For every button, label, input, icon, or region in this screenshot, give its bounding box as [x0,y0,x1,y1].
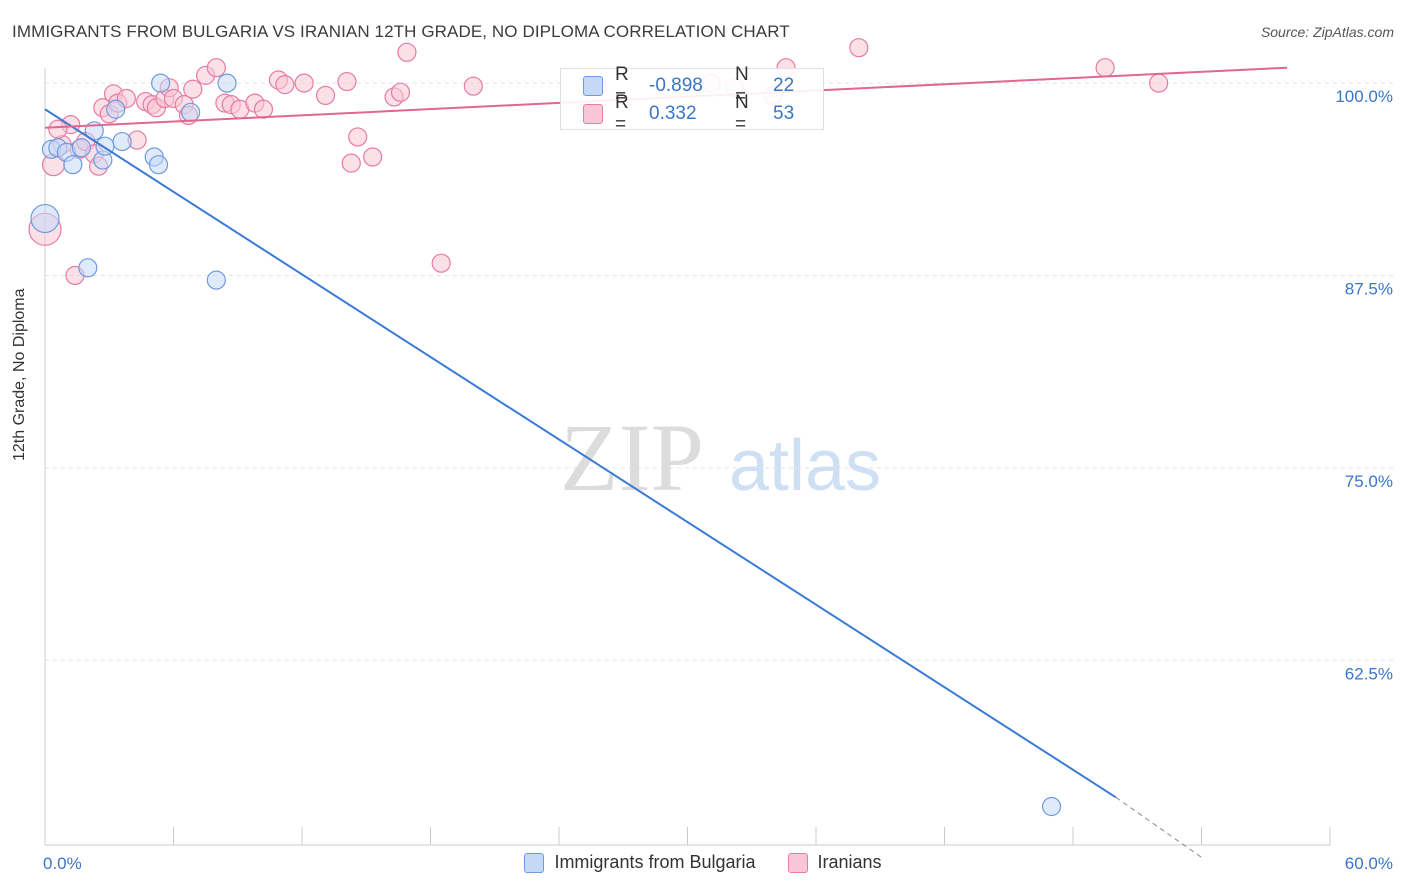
x-tick-labels: 0.0% 60.0% [43,854,1393,873]
r-label: R = [615,92,629,135]
legend-label: Iranians [817,852,882,872]
data-point [183,79,203,99]
axes [44,68,1331,846]
data-point [390,82,411,102]
data-point [106,99,126,119]
data-point [1041,796,1062,817]
data-point [181,102,201,122]
data-point [337,71,357,92]
data-point [315,85,336,106]
r-value: 0.332 [649,103,697,124]
n-value: 53 [773,103,795,124]
trend-line-bulgaria [44,108,1117,799]
stat-swatch-bulgaria [583,76,603,96]
grid-lines [45,82,1395,661]
stat-swatch-iranians [583,104,603,124]
data-point [30,203,60,234]
data-point [71,138,92,158]
data-point [253,99,274,119]
legend-item-bulgaria[interactable]: Immigrants from Bulgaria [524,852,756,873]
stats-box: R = -0.898 N = 22 R = 0.332 N = 53 [560,64,824,135]
chart-title: IMMIGRANTS FROM BULGARIA VS IRANIAN 12TH… [12,22,790,41]
data-point [431,253,451,273]
data-point [63,155,83,175]
y-tick-labels: 62.5% 75.0% 87.5% 100.0% [1335,87,1393,683]
data-point [275,75,295,95]
series-bulgaria-points [30,73,1062,817]
n-label: N = [735,92,749,135]
legend: Immigrants from Bulgaria Iranians [0,852,1406,873]
x-tick-label: 60.0% [1345,854,1393,873]
data-point [294,73,314,93]
trend-line-extension [1115,796,1202,858]
watermark-zip: ZIP [560,404,704,511]
watermark: ZIP atlas [560,404,881,511]
legend-item-iranians[interactable]: Iranians [787,852,882,873]
legend-label: Immigrants from Bulgaria [554,852,756,872]
legend-swatch-iranians [787,852,808,873]
r-label: R = [615,64,629,107]
data-point [112,131,132,152]
data-point [341,153,361,173]
y-tick-label: 100.0% [1335,87,1393,106]
data-point [148,155,169,175]
source-label: Source: ZipAtlas.com [1260,24,1394,40]
r-value: -0.898 [649,75,703,96]
data-point [206,270,226,290]
n-label: N = [735,64,749,107]
data-point [48,119,68,139]
x-tick-label: 0.0% [43,854,82,873]
data-point [217,73,237,93]
data-point [348,127,368,147]
y-tick-label: 62.5% [1345,664,1393,683]
legend-swatch-bulgaria [524,852,545,873]
watermark-atlas: atlas [729,426,881,506]
data-point [151,73,171,93]
data-point [1095,58,1115,78]
data-point [463,76,483,96]
data-point [397,42,417,62]
y-tick-label: 87.5% [1345,279,1393,298]
data-point [849,38,869,58]
data-point [1149,73,1169,93]
data-point [363,147,383,167]
y-tick-label: 75.0% [1345,472,1393,491]
y-axis-label: 12th Grade, No Diploma [11,288,28,461]
n-value: 22 [773,75,795,96]
data-point [78,258,98,278]
data-point [206,58,226,78]
